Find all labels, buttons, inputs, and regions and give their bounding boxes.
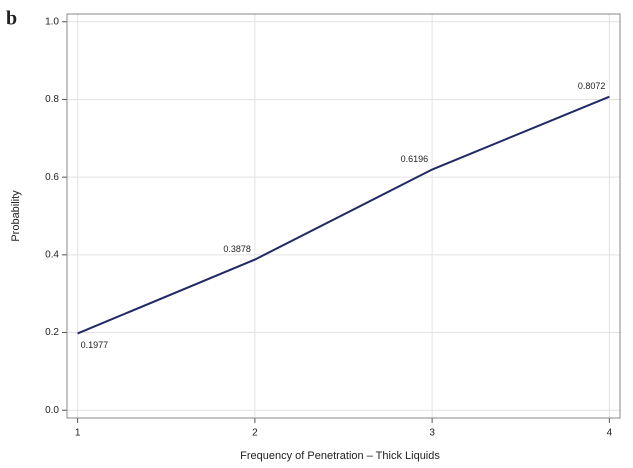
x-tick-label: 1 <box>75 428 81 439</box>
plot-frame <box>66 13 621 419</box>
y-tick-label: 0.8 <box>45 94 59 105</box>
x-tick-label: 2 <box>252 428 258 439</box>
y-axis-label: Probability <box>10 190 22 242</box>
x-tick-label: 3 <box>429 428 435 439</box>
y-tick-label: 1.0 <box>45 16 59 27</box>
x-axis-label: Frequency of Penetration – Thick Liquids <box>240 450 440 462</box>
y-tick-label: 0.2 <box>45 327 59 338</box>
data-label: 0.1977 <box>81 340 109 350</box>
panel-label: b <box>6 8 17 30</box>
x-tick-label: 4 <box>607 428 613 439</box>
y-tick-label: 0.4 <box>45 249 59 260</box>
line <box>77 95 610 335</box>
data-label: 0.8072 <box>578 81 606 91</box>
data-label: 0.6196 <box>401 154 429 164</box>
y-tick-label: 0.0 <box>45 405 59 416</box>
data-label: 0.3878 <box>223 244 251 254</box>
y-tick-label: 0.6 <box>45 172 59 183</box>
